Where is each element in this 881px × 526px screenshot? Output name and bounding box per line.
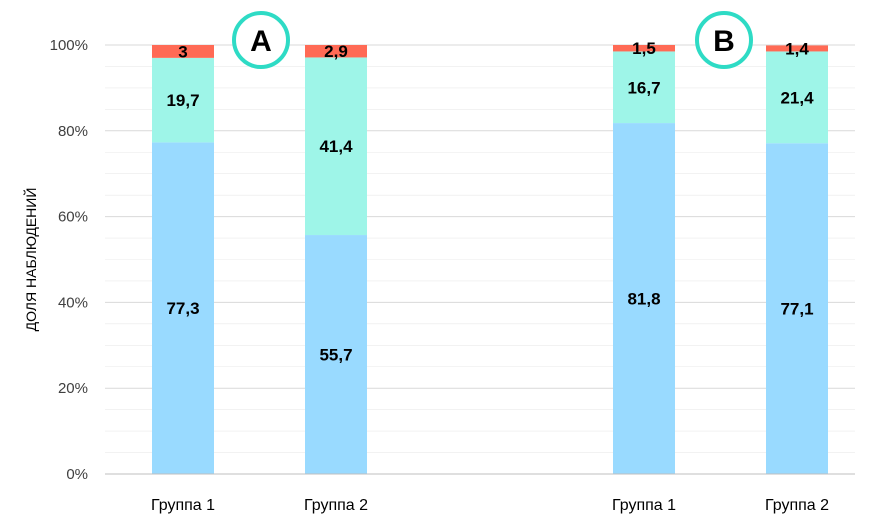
- y-tick-label: 100%: [50, 37, 88, 54]
- y-tick-label: 60%: [58, 209, 88, 226]
- bar-segment: [766, 143, 828, 474]
- data-label: 2,9: [324, 42, 348, 61]
- data-label: 3: [178, 42, 187, 61]
- bar-segment: [766, 51, 828, 144]
- data-label: 1,4: [785, 39, 809, 58]
- x-tick-label: Группа 2: [304, 497, 368, 514]
- data-label: 21,4: [780, 88, 814, 107]
- data-label: 41,4: [319, 137, 353, 156]
- y-tick-label: 40%: [58, 294, 88, 311]
- bar-segment: [613, 123, 675, 474]
- bar-segment: [766, 45, 828, 52]
- panel-badge-label: B: [713, 25, 735, 58]
- bar-segment: [613, 51, 675, 124]
- data-label: 1,5: [632, 39, 656, 58]
- data-label: 77,1: [780, 300, 813, 319]
- data-label: 55,7: [319, 346, 352, 365]
- bar-segment: [305, 45, 367, 58]
- y-tick-label: 0%: [66, 466, 88, 483]
- data-label: 16,7: [627, 78, 660, 97]
- x-tick-label: Группа 1: [151, 497, 215, 514]
- panel-badge: [232, 11, 290, 69]
- data-label: 77,3: [166, 299, 199, 318]
- bar-segment: [152, 142, 214, 474]
- y-axis-label: ДОЛЯ НАБЛЮДЕНИЙ: [22, 188, 39, 332]
- panel-badge: [695, 11, 753, 69]
- y-tick-label: 20%: [58, 380, 88, 397]
- bar-segment: [152, 45, 214, 58]
- panel-badge-label: A: [250, 25, 272, 58]
- y-tick-label: 80%: [58, 123, 88, 140]
- x-tick-label: Группа 1: [612, 497, 676, 514]
- data-label: 81,8: [627, 290, 660, 309]
- data-label: 19,7: [166, 91, 199, 110]
- bar-segment: [305, 57, 367, 236]
- bar-segment: [152, 57, 214, 143]
- bar-segment: [613, 45, 675, 52]
- bar-segment: [305, 235, 367, 474]
- x-tick-label: Группа 2: [765, 497, 829, 514]
